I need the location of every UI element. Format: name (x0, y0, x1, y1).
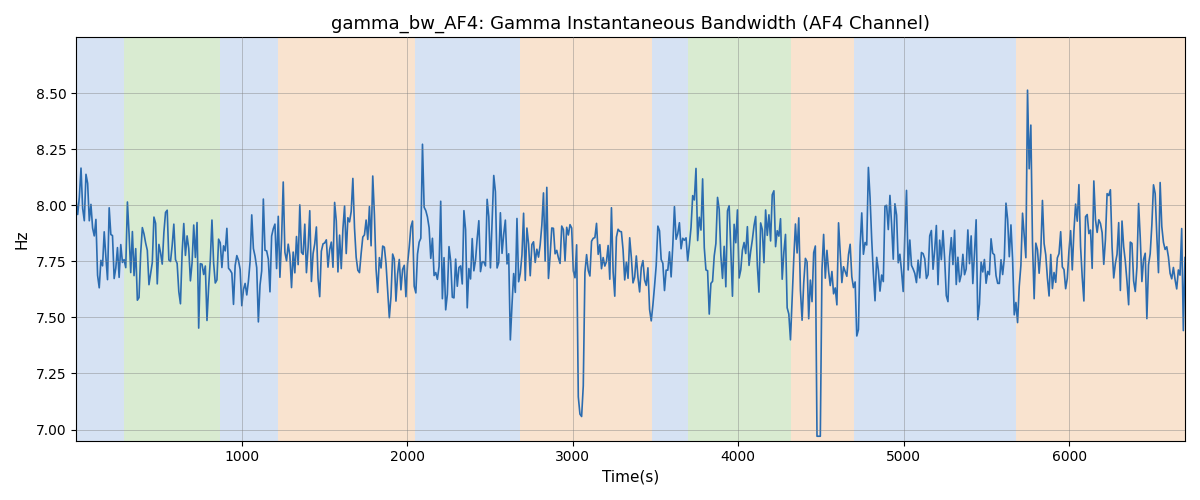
Y-axis label: Hz: Hz (14, 230, 30, 249)
Bar (76, 38, 124, 440)
Bar (278, 38, 415, 440)
Bar (220, 38, 278, 440)
Bar (854, 38, 1016, 440)
Bar (415, 38, 520, 440)
Bar (1016, 38, 1186, 440)
Title: gamma_bw_AF4: Gamma Instantaneous Bandwidth (AF4 Channel): gamma_bw_AF4: Gamma Instantaneous Bandwi… (331, 15, 930, 34)
Bar (791, 38, 854, 440)
Bar (520, 38, 652, 440)
Bar (652, 38, 689, 440)
Bar (124, 38, 220, 440)
Bar (689, 38, 791, 440)
X-axis label: Time(s): Time(s) (602, 470, 659, 485)
